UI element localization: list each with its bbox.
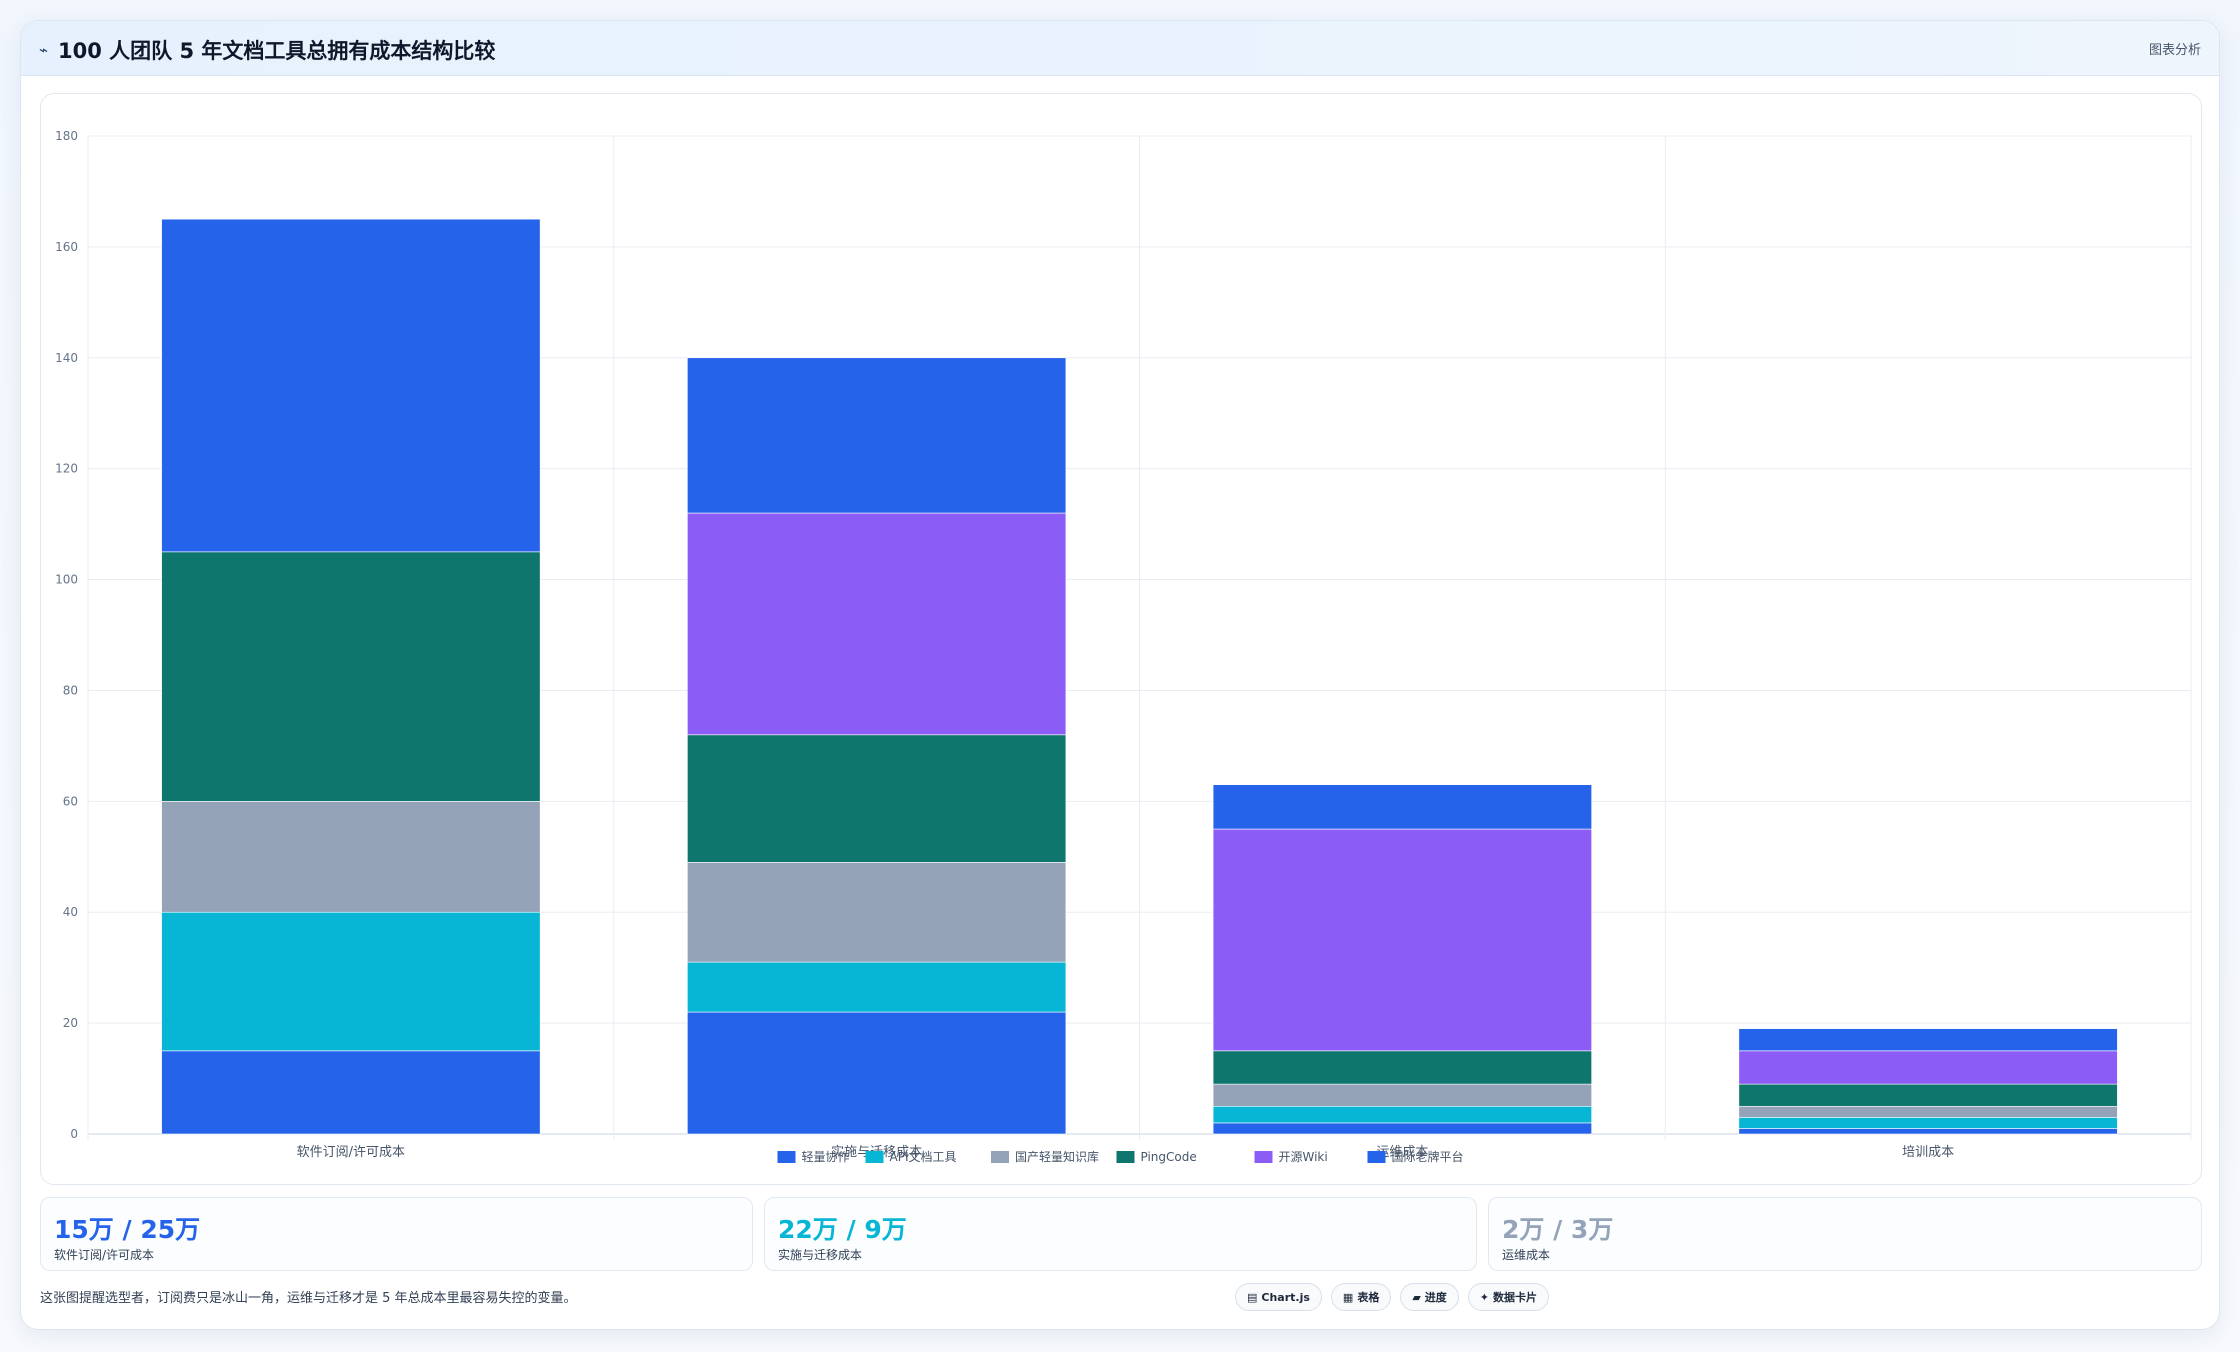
y-tick-label: 20 [63, 1016, 78, 1030]
pill-label: 数据卡片 [1493, 1291, 1538, 1304]
stat-card-0: 15万 / 25万 软件订阅/许可成本 [40, 1197, 753, 1271]
stat-card-1: 22万 / 9万 实施与迁移成本 [764, 1197, 1477, 1271]
footnote: 这张图提醒选型者，订阅费只是冰山一角，运维与迁移才是 5 年总成本里最容易失控的… [40, 1291, 577, 1306]
bar-segment [161, 1050, 541, 1135]
legend-label: API文档工具 [890, 1149, 957, 1164]
pill-data-card[interactable]: ✦ 数据卡片 [1467, 1283, 1550, 1311]
legend-swatch [1367, 1151, 1386, 1163]
progress-icon: ▰ [1412, 1290, 1421, 1304]
bar-segment [161, 551, 541, 802]
trend-line-icon: ⌁ [39, 41, 49, 59]
bar-segment [687, 862, 1067, 963]
stat-value: 2万 / 3万 [1502, 1215, 1614, 1244]
legend-label: PingCode [1141, 1150, 1197, 1164]
stat-value: 22万 / 9万 [778, 1215, 907, 1244]
stat-label: 实施与迁移成本 [778, 1248, 863, 1262]
x-tick-label: 培训成本 [1902, 1144, 1954, 1160]
bar-segment [1738, 1128, 2118, 1135]
legend-swatch [1116, 1151, 1135, 1163]
bar-segment [1212, 1105, 1592, 1124]
title-wrap: ⌁ 100 人团队 5 年文档工具总拥有成本结构比较 [39, 35, 495, 65]
bar-segment [1212, 828, 1592, 1052]
table-icon: ▦ [1342, 1290, 1354, 1304]
bar-segment [687, 961, 1067, 1013]
y-tick-label: 0 [70, 1127, 78, 1141]
pill-chartjs[interactable]: ▤ Chart.js [1235, 1283, 1322, 1311]
y-tick-label: 40 [63, 905, 78, 919]
legend-label: 国际老牌平台 [1392, 1149, 1464, 1164]
y-tick-label: 80 [63, 683, 78, 697]
y-tick-label: 180 [55, 129, 78, 143]
bar-segment [161, 218, 541, 553]
stat-value: 15万 / 25万 [54, 1215, 201, 1244]
card-header: ⌁ 100 人团队 5 年文档工具总拥有成本结构比较 图表分析 [21, 21, 2219, 76]
pill-label: 表格 [1357, 1291, 1380, 1304]
chart-card: ⌁ 100 人团队 5 年文档工具总拥有成本结构比较 图表分析 0 20 40 60 8… [20, 20, 2220, 1330]
legend-swatch [777, 1151, 796, 1163]
stat-card-2: 2万 / 3万 运维成本 [1488, 1197, 2202, 1271]
bar-segment [1738, 1117, 2118, 1129]
bar-segment [1212, 1050, 1592, 1085]
bar-segment [1738, 1050, 2118, 1085]
y-tick-label: 140 [55, 351, 78, 365]
pill-table[interactable]: ▦ 表格 [1330, 1283, 1392, 1311]
legend-swatch [865, 1151, 884, 1163]
bar-segment [1738, 1083, 2118, 1107]
bar-segment [1738, 1105, 2118, 1118]
y-tick-label: 120 [55, 462, 78, 476]
page-title: 100 人团队 5 年文档工具总拥有成本结构比较 [58, 39, 496, 63]
stacked-bar-chart: 020406080100120140160180软件订阅/许可成本实施与迁移成本… [55, 129, 2192, 1164]
bar-segment [1212, 1122, 1592, 1135]
stat-label: 软件订阅/许可成本 [54, 1248, 155, 1262]
legend-label: 轻量协作 [802, 1149, 850, 1164]
chart-panel: 020406080100120140160180软件订阅/许可成本实施与迁移成本… [40, 93, 2202, 1185]
x-tick-label: 运维成本 [1376, 1145, 1428, 1160]
chart-icon: ▤ [1247, 1290, 1258, 1304]
bar-segment [687, 512, 1067, 736]
legend-swatch [1254, 1151, 1273, 1163]
pill-label: 进度 [1424, 1291, 1447, 1304]
bar-segment [1212, 784, 1592, 830]
y-tick-label: 60 [63, 794, 78, 808]
x-tick-label: 软件订阅/许可成本 [297, 1145, 405, 1160]
bar-segment [687, 357, 1067, 514]
y-tick-label: 160 [55, 240, 78, 254]
bar-segment [687, 1011, 1067, 1135]
bar-segment [687, 734, 1067, 863]
bar-segment [1212, 1083, 1592, 1107]
stat-label: 运维成本 [1502, 1248, 1551, 1262]
header-tag[interactable]: 图表分析 [2148, 43, 2201, 58]
legend-label: 开源Wiki [1279, 1150, 1328, 1164]
bar-segment [161, 911, 541, 1052]
sparkle-icon: ✦ [1479, 1290, 1490, 1304]
pill-progress[interactable]: ▰ 进度 [1400, 1283, 1459, 1311]
bar-segment [1738, 1028, 2118, 1052]
legend-swatch [991, 1151, 1009, 1163]
pill-label: Chart.js [1261, 1290, 1310, 1304]
y-tick-label: 100 [55, 573, 78, 587]
bar-segment [161, 801, 541, 913]
pill-group: ▤ Chart.js ▦ 表格 ▰ 进度 ✦ 数据卡片 [1235, 1283, 1550, 1311]
legend-label: 国产轻量知识库 [1015, 1149, 1099, 1164]
